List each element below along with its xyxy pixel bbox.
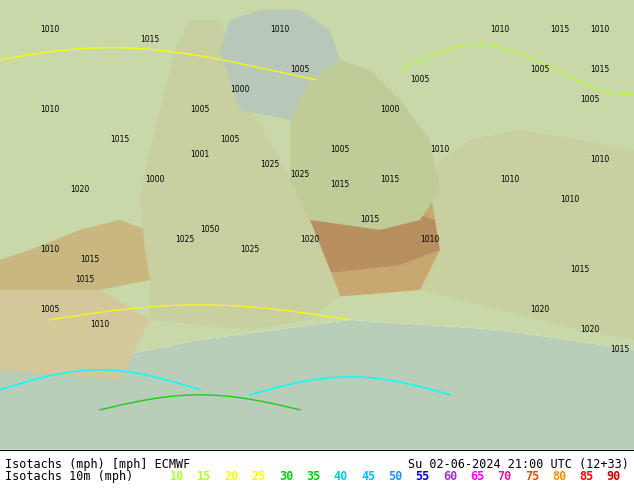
Polygon shape [145, 185, 490, 300]
Text: 1015: 1015 [571, 266, 590, 274]
Text: 1020: 1020 [531, 305, 550, 315]
Text: 1005: 1005 [220, 135, 240, 145]
Text: 1020: 1020 [70, 185, 89, 195]
Text: 1010: 1010 [41, 245, 60, 254]
Text: 1000: 1000 [380, 105, 399, 115]
Text: 1010: 1010 [590, 155, 610, 165]
Text: 1015: 1015 [611, 345, 630, 354]
Text: 1020: 1020 [580, 325, 600, 334]
Text: 15: 15 [197, 470, 212, 483]
Text: 75: 75 [525, 470, 539, 483]
Text: 1025: 1025 [176, 235, 195, 245]
Text: 1015: 1015 [110, 135, 129, 145]
Text: 55: 55 [416, 470, 430, 483]
Text: 1015: 1015 [590, 66, 610, 74]
Polygon shape [195, 205, 440, 275]
Text: Su 02-06-2024 21:00 UTC (12+33): Su 02-06-2024 21:00 UTC (12+33) [408, 458, 629, 471]
Polygon shape [420, 130, 634, 340]
Polygon shape [220, 10, 340, 120]
Text: 1025: 1025 [261, 160, 280, 170]
Text: 1010: 1010 [41, 105, 60, 115]
Text: 85: 85 [579, 470, 593, 483]
Text: 50: 50 [388, 470, 403, 483]
Polygon shape [140, 20, 340, 330]
Text: Isotachs 10m (mph): Isotachs 10m (mph) [5, 470, 133, 483]
Text: 1050: 1050 [200, 225, 220, 234]
Text: 1015: 1015 [75, 275, 94, 284]
Text: 65: 65 [470, 470, 484, 483]
Polygon shape [0, 0, 634, 370]
Text: 1015: 1015 [140, 35, 160, 45]
Text: 1000: 1000 [145, 175, 165, 184]
Polygon shape [0, 320, 634, 450]
Text: 1005: 1005 [580, 96, 600, 104]
Text: 1000: 1000 [230, 85, 250, 95]
Text: 10: 10 [170, 470, 184, 483]
Text: 25: 25 [252, 470, 266, 483]
Text: 1010: 1010 [490, 25, 510, 34]
Text: 60: 60 [443, 470, 457, 483]
Text: 1015: 1015 [380, 175, 399, 184]
Text: 1005: 1005 [530, 66, 550, 74]
Text: 1010: 1010 [270, 25, 290, 34]
Text: 1010: 1010 [500, 175, 520, 184]
Polygon shape [290, 60, 440, 230]
Text: 70: 70 [498, 470, 512, 483]
Text: 1025: 1025 [290, 171, 309, 179]
Text: 20: 20 [224, 470, 239, 483]
Text: Isotachs (mph) [mph] ECMWF: Isotachs (mph) [mph] ECMWF [5, 458, 190, 471]
Text: 1015: 1015 [330, 180, 349, 190]
Text: 1001: 1001 [190, 150, 210, 159]
Text: 30: 30 [279, 470, 294, 483]
Text: 1025: 1025 [240, 245, 260, 254]
Text: 1015: 1015 [550, 25, 569, 34]
Text: 1005: 1005 [41, 305, 60, 315]
Text: 1010: 1010 [560, 196, 579, 204]
Text: 1010: 1010 [420, 235, 439, 245]
Text: 1010: 1010 [41, 25, 60, 34]
Text: 1015: 1015 [81, 255, 100, 265]
Text: 1005: 1005 [330, 146, 350, 154]
Text: 1010: 1010 [91, 320, 110, 329]
Text: 90: 90 [607, 470, 621, 483]
Text: 1005: 1005 [190, 105, 210, 115]
Text: 1005: 1005 [410, 75, 430, 84]
Polygon shape [0, 280, 150, 380]
Text: 35: 35 [306, 470, 321, 483]
Text: 80: 80 [552, 470, 566, 483]
Polygon shape [0, 220, 160, 290]
Text: 1010: 1010 [590, 25, 610, 34]
Text: 1015: 1015 [360, 216, 380, 224]
Text: 1005: 1005 [290, 66, 309, 74]
Text: 40: 40 [333, 470, 348, 483]
Text: 1020: 1020 [301, 235, 320, 245]
Text: 45: 45 [361, 470, 375, 483]
Text: 1010: 1010 [430, 146, 450, 154]
